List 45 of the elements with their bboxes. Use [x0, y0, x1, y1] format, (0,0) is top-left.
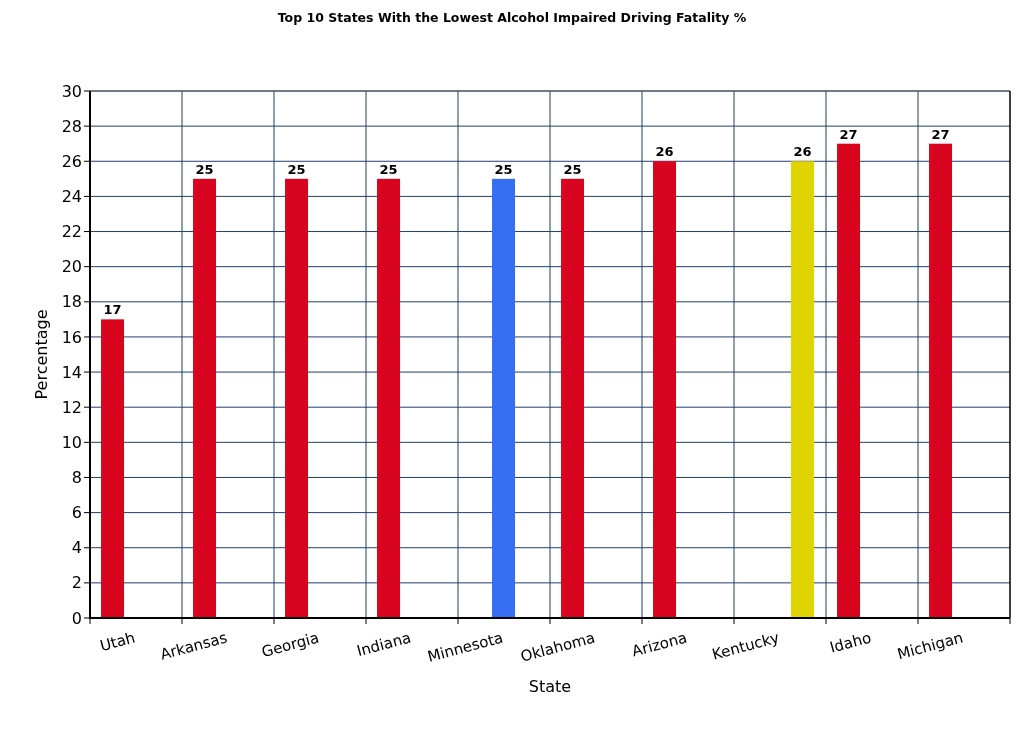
- y-tick-label: 28: [61, 116, 82, 136]
- x-tick-label: Arizona: [629, 628, 690, 661]
- bar: [377, 178, 401, 618]
- y-tick-label: 18: [61, 292, 82, 312]
- y-tick-label: 14: [61, 362, 82, 382]
- bar: [653, 161, 677, 618]
- y-tick-label: 12: [61, 397, 82, 417]
- bar: [101, 319, 125, 618]
- y-tick-label: 30: [61, 81, 82, 101]
- x-tick-label: Georgia: [259, 628, 322, 662]
- bar: [837, 143, 861, 618]
- x-tick-label: Michigan: [895, 628, 966, 664]
- x-axis-title: State: [528, 677, 572, 696]
- y-tick-label: 22: [61, 222, 82, 242]
- data-label: 25: [287, 161, 306, 177]
- bar: [791, 161, 815, 618]
- y-tick-label: 16: [61, 327, 82, 347]
- y-tick-label: 24: [61, 187, 82, 206]
- data-label: 26: [655, 144, 674, 160]
- y-tick-label: 0: [71, 608, 82, 628]
- data-label: 27: [931, 126, 950, 142]
- bar: [929, 143, 953, 618]
- y-tick-label: 6: [71, 503, 82, 523]
- y-tick-label: 4: [71, 538, 82, 558]
- y-tick-label: 8: [71, 468, 82, 488]
- y-tick-label: 26: [61, 151, 82, 171]
- chart-title: Top 10 States With the Lowest Alcohol Impaired Driving Fatality %: [277, 10, 747, 25]
- data-label: 25: [379, 161, 398, 177]
- bar: [193, 178, 217, 618]
- data-label: 26: [793, 144, 812, 160]
- bar: [561, 178, 585, 618]
- data-label: 17: [103, 302, 122, 318]
- y-tick-label: 20: [61, 257, 82, 277]
- bar: [285, 178, 309, 618]
- bar: [492, 178, 516, 618]
- y-axis-title: Percentage: [32, 309, 51, 400]
- y-tick-label: 10: [61, 432, 82, 452]
- y-tick-label: 2: [71, 573, 82, 593]
- x-tick-label: Idaho: [827, 628, 874, 657]
- x-tick-label: Utah: [98, 628, 138, 656]
- data-label: 25: [494, 161, 513, 177]
- data-label: 27: [839, 126, 858, 142]
- data-label: 25: [563, 161, 582, 177]
- data-label: 25: [195, 161, 214, 177]
- x-tick-label: Indiana: [354, 628, 414, 661]
